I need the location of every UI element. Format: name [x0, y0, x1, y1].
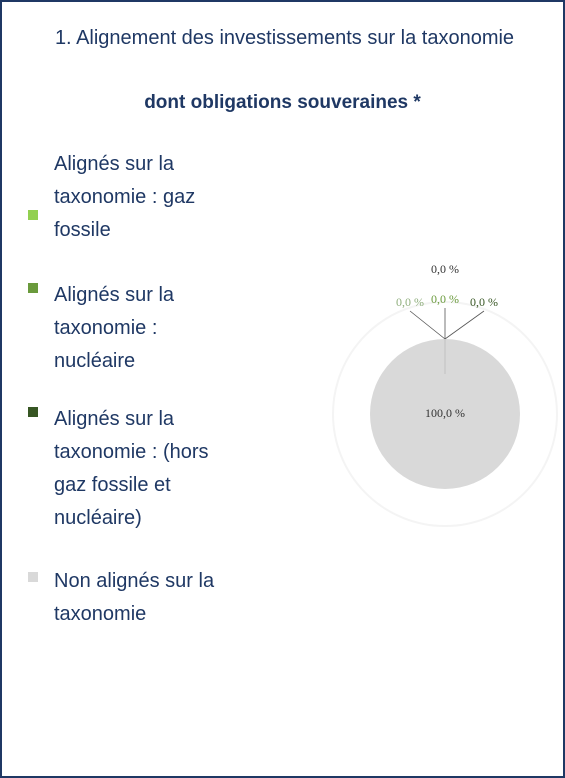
legend-swatch [28, 283, 38, 293]
annotation: 0,0 % [431, 262, 459, 276]
data-label: 0,0 % [396, 295, 424, 309]
legend-label: Alignés sur la taxonomie : (hors gaz fos… [54, 408, 209, 529]
data-label: 0,0 % [470, 295, 498, 309]
chart-subtitle: dont obligations souveraines * [144, 92, 421, 113]
legend-label: Non alignés sur la taxonomie [54, 570, 215, 625]
data-label: 100,0 % [425, 406, 465, 420]
chart-title: 1. Alignement des investissements sur la… [54, 27, 515, 49]
leader-line [444, 310, 485, 340]
legend-label: Alignés sur la taxonomie : gaz fossile [54, 153, 196, 241]
legend-label: Alignés sur la taxonomie : nucléaire [54, 284, 175, 372]
data-label: 0,0 % [431, 292, 459, 306]
legend-swatch [28, 572, 38, 582]
pie-slice [370, 339, 520, 489]
legend-swatch [28, 210, 38, 220]
outer-ring [332, 301, 558, 527]
legend-swatch [28, 407, 38, 417]
leader-line [409, 310, 446, 340]
